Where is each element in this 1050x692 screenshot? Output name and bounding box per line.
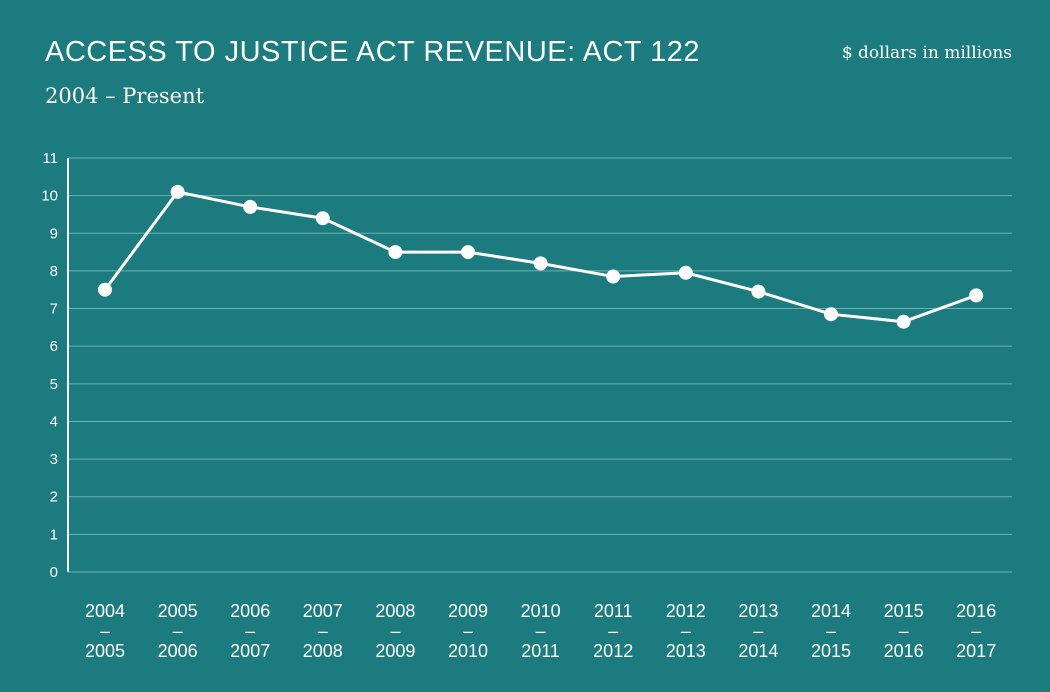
y-tick-label: 4 xyxy=(50,413,58,430)
data-point xyxy=(969,288,984,303)
x-tick-label-part: 2009 xyxy=(375,641,415,661)
data-point xyxy=(98,282,112,297)
x-tick-label-part: – xyxy=(390,621,400,641)
data-point xyxy=(170,184,185,199)
series-layer xyxy=(98,184,984,329)
x-tick-label: 2013–2014 xyxy=(738,601,778,661)
x-tick-label: 2012–2013 xyxy=(666,601,706,661)
x-tick-label-part: – xyxy=(899,621,909,641)
x-tick-label: 2015–2016 xyxy=(884,601,924,661)
x-tick-label: 2009–2010 xyxy=(448,601,488,661)
x-tick-label-part: – xyxy=(826,621,836,641)
y-tick-label: 10 xyxy=(41,188,58,205)
y-axis-ticks: 0 1 2 3 4 5 6 7 8 9 10 11 xyxy=(41,150,58,581)
y-tick-label: 2 xyxy=(50,489,58,506)
grid-layer xyxy=(68,157,1012,535)
y-tick-label: 11 xyxy=(42,150,58,167)
data-point xyxy=(533,256,548,271)
x-tick-label-part: 2016 xyxy=(884,641,924,661)
x-tick-label-part: 2012 xyxy=(666,601,706,621)
x-tick-label-part: 2011 xyxy=(521,641,560,661)
y-tick-label: 9 xyxy=(50,225,58,242)
data-point xyxy=(751,284,766,299)
x-tick-label-part: 2014 xyxy=(811,601,851,621)
data-point xyxy=(896,314,911,329)
x-tick-label-part: 2014 xyxy=(738,641,778,661)
x-tick-label: 2011–2012 xyxy=(593,601,633,661)
x-tick-label-part: – xyxy=(608,621,618,641)
x-tick-label: 2006–2007 xyxy=(230,601,270,661)
x-tick-label-part: 2012 xyxy=(593,641,633,661)
y-tick-label: 0 xyxy=(50,564,58,581)
x-tick-label-part: – xyxy=(753,621,763,641)
y-tick-label: 1 xyxy=(50,526,58,543)
x-tick-label: 2008–2009 xyxy=(375,601,415,661)
x-tick-label-part: 2011 xyxy=(594,601,633,621)
x-tick-label-part: – xyxy=(463,621,473,641)
x-tick-label-part: 2006 xyxy=(158,641,198,661)
x-tick-label-part: – xyxy=(245,621,255,641)
y-tick-label: 6 xyxy=(50,338,58,355)
x-tick-label-part: 2008 xyxy=(375,601,415,621)
data-point xyxy=(678,265,693,280)
x-tick-label-part: 2004 xyxy=(85,601,125,621)
data-point xyxy=(388,245,403,260)
x-tick-label: 2004–2005 xyxy=(85,601,125,661)
x-tick-label: 2010–2011 xyxy=(521,601,561,661)
x-tick-label-part: 2006 xyxy=(230,601,270,621)
x-tick-label-part: – xyxy=(318,621,328,641)
data-point xyxy=(461,245,475,260)
x-tick-label: 2007–2008 xyxy=(303,601,343,661)
axis-layer xyxy=(67,158,1012,573)
y-tick-label: 3 xyxy=(50,451,58,468)
x-tick-label-part: 2005 xyxy=(85,641,125,661)
y-tick-label: 8 xyxy=(50,263,58,280)
x-tick-label-part: – xyxy=(681,621,691,641)
x-tick-label-part: 2015 xyxy=(884,601,924,621)
y-tick-label: 5 xyxy=(50,376,58,393)
x-tick-label-part: – xyxy=(536,621,546,641)
x-tick-label: 2016–2017 xyxy=(956,601,996,661)
x-tick-label-part: 2013 xyxy=(666,641,706,661)
x-tick-label-part: 2008 xyxy=(303,641,343,661)
data-point xyxy=(315,211,330,226)
x-tick-label-part: 2007 xyxy=(303,601,343,621)
x-tick-label-part: 2007 xyxy=(230,641,270,661)
x-tick-label-part: – xyxy=(100,621,110,641)
data-point xyxy=(606,269,621,284)
x-tick-label-part: – xyxy=(971,621,981,641)
x-tick-label-part: 2009 xyxy=(448,601,488,621)
chart-subtitle: 2004 – Present xyxy=(45,84,205,108)
x-tick-label-part: 2005 xyxy=(158,601,198,621)
x-tick-label-part: 2017 xyxy=(956,641,996,661)
y-tick-label: 7 xyxy=(50,301,58,318)
x-axis-ticks: 2004–20052005–20062006–20072007–20082008… xyxy=(85,601,996,661)
x-tick-label-part: 2013 xyxy=(738,601,778,621)
units-note: $ dollars in millions xyxy=(841,43,1012,63)
x-tick-label-part: 2015 xyxy=(811,641,851,661)
x-tick-label-part: 2010 xyxy=(448,641,488,661)
x-tick-label-part: – xyxy=(173,621,183,641)
x-tick-label-part: 2016 xyxy=(956,601,996,621)
x-tick-label: 2005–2006 xyxy=(158,601,198,661)
chart-title: ACCESS TO JUSTICE ACT REVENUE: ACT 122 xyxy=(45,36,701,68)
x-tick-label-part: 2010 xyxy=(521,601,561,621)
x-tick-label: 2014–2015 xyxy=(811,601,851,661)
data-point xyxy=(824,307,838,322)
data-point xyxy=(243,199,258,214)
